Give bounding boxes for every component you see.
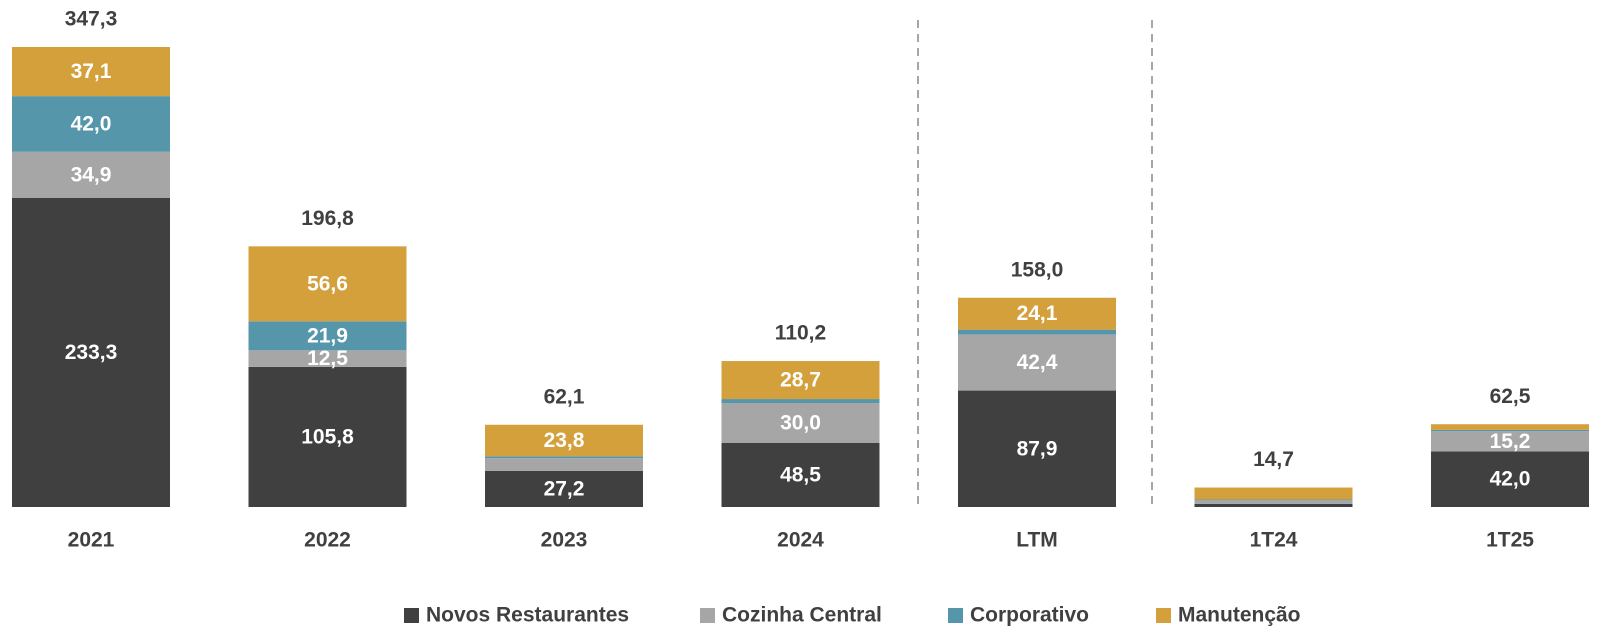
- total-label: 110,2: [775, 322, 826, 345]
- segment-label: 56,6: [307, 272, 348, 295]
- bar-segment: [12, 96, 170, 152]
- bar-segment: [1431, 431, 1589, 452]
- legend-label: Novos Restaurantes: [426, 604, 629, 627]
- segment-label: 48,5: [780, 463, 821, 486]
- total-label: 347,3: [65, 8, 118, 31]
- bar-segment: [958, 390, 1116, 507]
- segment-label: 21,9: [307, 324, 348, 347]
- bar-segment: [248, 350, 407, 367]
- total-label: 196,8: [301, 207, 354, 230]
- bar-segment: [721, 442, 880, 507]
- segment-label: 37,1: [71, 60, 112, 83]
- bar-segment: [1431, 424, 1589, 430]
- x-tick-label: LTM: [1016, 529, 1058, 552]
- legend-label: Manutenção: [1178, 604, 1301, 627]
- segment-label: 87,9: [1017, 437, 1058, 460]
- segment-label: 23,8: [544, 429, 585, 452]
- x-tick-label: 1T25: [1486, 529, 1534, 552]
- total-label: 62,1: [544, 385, 585, 408]
- x-tick-label: 2024: [777, 529, 824, 552]
- segment-label: 42,0: [71, 113, 112, 136]
- legend-swatch: [700, 608, 715, 623]
- legend-swatch: [948, 608, 963, 623]
- segment-label: 233,3: [65, 341, 118, 364]
- segment-label: 30,0: [780, 411, 821, 434]
- bar-segment: [248, 321, 407, 351]
- bar-segment: [1431, 451, 1589, 507]
- x-tick-label: 2023: [541, 529, 588, 552]
- total-label: 14,7: [1253, 448, 1294, 471]
- bar-segment: [248, 366, 407, 507]
- segment-label: 34,9: [71, 163, 112, 186]
- segment-label: 28,7: [780, 369, 821, 392]
- legend-swatch: [1156, 608, 1171, 623]
- x-tick-label: 2021: [68, 529, 115, 552]
- bar-segment: [1194, 499, 1353, 500]
- bar-segment: [1194, 499, 1353, 504]
- legend-label: Corporativo: [970, 604, 1089, 627]
- bar-segment: [1194, 487, 1353, 500]
- segment-label: 42,0: [1490, 468, 1531, 491]
- bar-segment: [1431, 429, 1589, 432]
- bar-segment: [12, 47, 170, 97]
- legend-swatch: [404, 608, 419, 623]
- legend-label: Cozinha Central: [722, 604, 882, 627]
- bar-segment: [958, 329, 1116, 335]
- bar-segment: [721, 399, 880, 404]
- bar-segment: [958, 334, 1116, 391]
- bar-segment: [958, 297, 1116, 330]
- segment-label: 42,4: [1017, 351, 1058, 374]
- bar-segment: [12, 197, 170, 507]
- bar-segment: [485, 470, 643, 507]
- bar-segment: [721, 361, 880, 400]
- bar-segment: [12, 151, 170, 198]
- bar-segment: [485, 456, 643, 459]
- bar-segment: [248, 246, 407, 322]
- bar-segment: [721, 403, 880, 443]
- segment-label: 15,2: [1490, 430, 1531, 453]
- bar-segment: [485, 458, 643, 471]
- segment-label: 27,2: [544, 478, 585, 501]
- total-label: 158,0: [1011, 258, 1064, 281]
- bar-segment: [485, 424, 643, 457]
- bar-segment: [1194, 503, 1353, 507]
- x-tick-label: 1T24: [1250, 529, 1298, 552]
- segment-label: 24,1: [1017, 302, 1058, 325]
- segment-label: 105,8: [301, 425, 354, 448]
- total-label: 62,5: [1490, 385, 1531, 408]
- x-tick-label: 2022: [304, 529, 351, 552]
- segment-label: 12,5: [307, 347, 348, 370]
